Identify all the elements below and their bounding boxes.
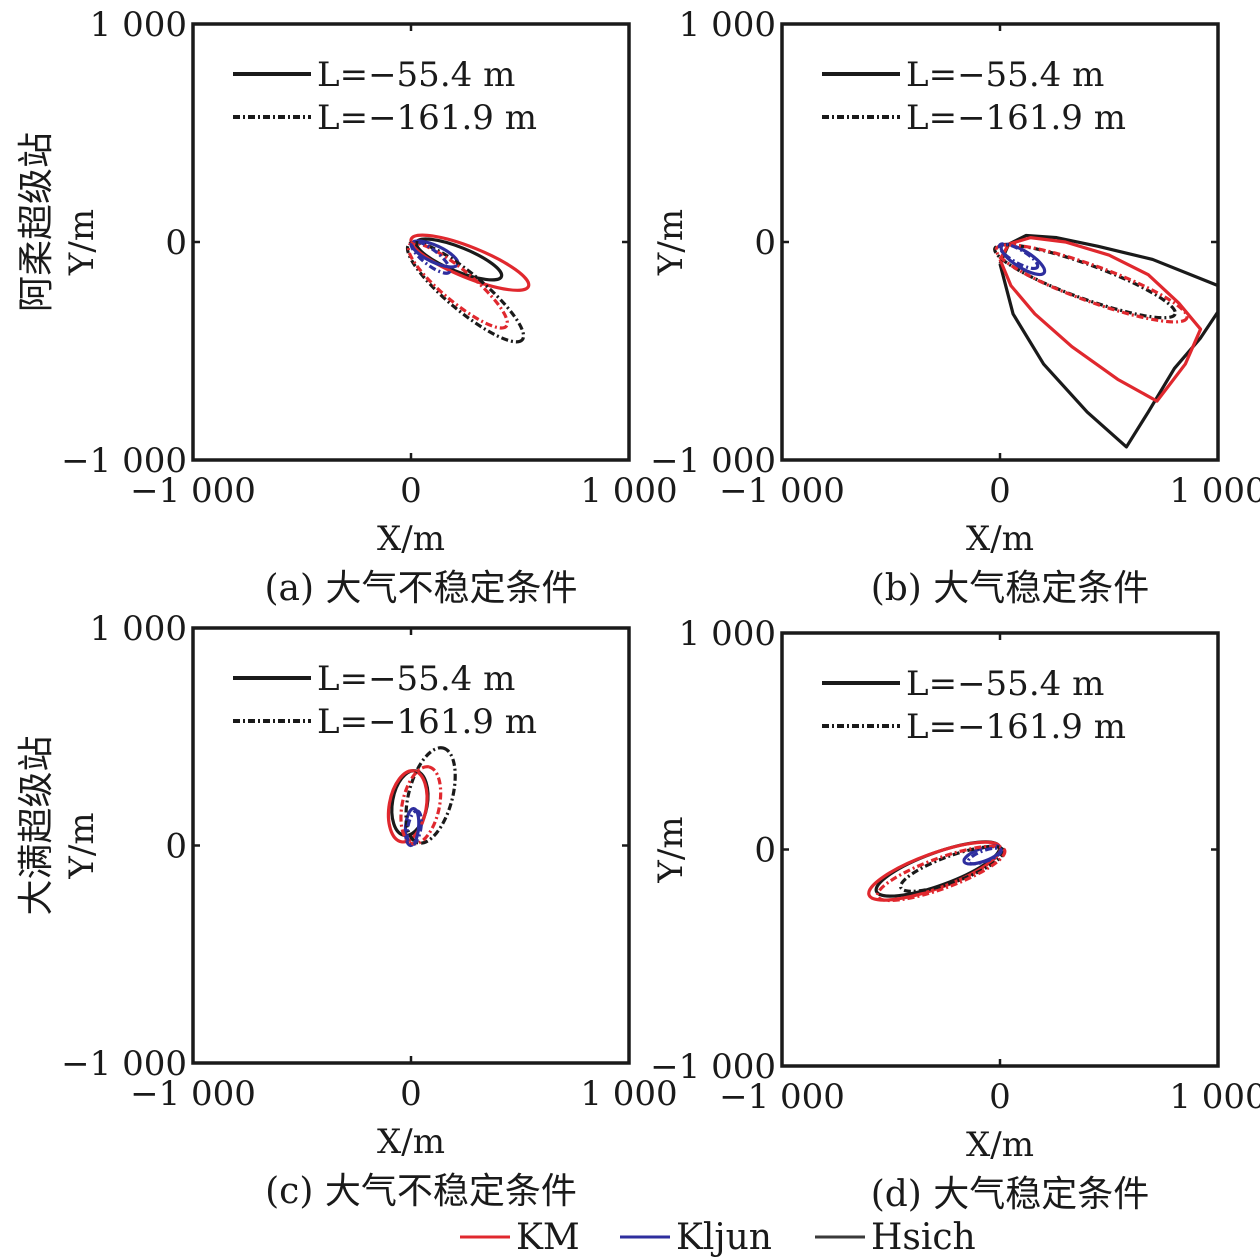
x-tick-label: 0 bbox=[989, 471, 1011, 511]
station-label: 阿柔超级站 bbox=[16, 132, 57, 312]
legend-label: L=−55.4 m bbox=[317, 659, 515, 699]
legend-label: L=−161.9 m bbox=[906, 707, 1126, 747]
panel-caption: (c) 大气不稳定条件 bbox=[265, 1171, 577, 1212]
y-tick-label: 0 bbox=[754, 831, 776, 871]
footprint-km-l161 bbox=[994, 243, 1189, 324]
y-tick-label: 1 000 bbox=[90, 5, 187, 45]
model-legend: KM Kljun Hsich bbox=[460, 1217, 976, 1258]
footprint-km-l161 bbox=[399, 765, 443, 846]
footprint-hsich-l161 bbox=[405, 240, 526, 344]
panel-caption: (a) 大气不稳定条件 bbox=[265, 568, 578, 609]
x-tick-label: 0 bbox=[400, 471, 422, 511]
y-tick-label: −1 000 bbox=[61, 441, 187, 481]
x-tick-label: −1 000 bbox=[719, 1077, 845, 1117]
footprint-km-l161 bbox=[406, 241, 509, 330]
x-axis-label: X/m bbox=[377, 519, 445, 559]
y-axis-label: Y/m bbox=[651, 209, 691, 276]
x-axis-label: X/m bbox=[966, 519, 1034, 559]
model-legend-label: KM bbox=[516, 1217, 580, 1258]
footprint-kljun-l161 bbox=[997, 242, 1040, 271]
y-tick-label: 0 bbox=[165, 223, 187, 263]
footprint-kljun-l161 bbox=[405, 809, 423, 847]
legend-label: L=−161.9 m bbox=[906, 98, 1126, 138]
footprint-hsich-l161 bbox=[404, 746, 457, 845]
x-tick-label: 1 000 bbox=[580, 471, 677, 511]
panel-b: −1 000 0 1 000 1 000 0 −1 000 X/m Y/m (b) 大气稳定条件… bbox=[650, 5, 1260, 609]
y-tick-label: −1 000 bbox=[650, 1047, 776, 1087]
footprint-hsich-l55 bbox=[998, 233, 1218, 449]
model-legend-label: Kljun bbox=[676, 1217, 772, 1258]
y-tick-label: 0 bbox=[754, 223, 776, 263]
y-axis-label: Y/m bbox=[62, 812, 102, 879]
x-tick-label: 0 bbox=[989, 1077, 1011, 1117]
y-tick-label: −1 000 bbox=[650, 441, 776, 481]
x-axis-label: X/m bbox=[377, 1122, 445, 1162]
footprint-km-l55 bbox=[409, 233, 531, 292]
x-tick-label: −1 000 bbox=[130, 1074, 256, 1114]
footprint-km-l55 bbox=[998, 236, 1203, 403]
x-tick-label: −1 000 bbox=[719, 471, 845, 511]
x-tick-label: −1 000 bbox=[130, 471, 256, 511]
panel-d: −1 000 0 1 000 1 000 0 −1 000 X/m Y/m (d) 大气稳定条件… bbox=[650, 614, 1260, 1215]
footprint-km-l55 bbox=[386, 769, 429, 844]
footprint-kljun-l161 bbox=[966, 846, 1003, 866]
y-tick-label: 0 bbox=[165, 827, 187, 867]
y-tick-label: 1 000 bbox=[679, 5, 776, 45]
y-tick-label: −1 000 bbox=[61, 1044, 187, 1084]
y-tick-label: 1 000 bbox=[90, 609, 187, 649]
legend-label: L=−161.9 m bbox=[317, 98, 537, 138]
x-axis-label: X/m bbox=[966, 1125, 1034, 1165]
footprint-km-l161 bbox=[875, 844, 1007, 903]
footprint-kljun-l161 bbox=[409, 239, 452, 275]
x-tick-label: 1 000 bbox=[1169, 471, 1260, 511]
x-tick-label: 1 000 bbox=[1169, 1077, 1260, 1117]
legend-label: L=−161.9 m bbox=[317, 702, 537, 742]
legend-label: L=−55.4 m bbox=[906, 664, 1104, 704]
panel-caption: (b) 大气稳定条件 bbox=[871, 568, 1150, 609]
y-tick-label: 1 000 bbox=[679, 614, 776, 654]
station-label: 大满超级站 bbox=[16, 735, 57, 915]
y-axis-label: Y/m bbox=[651, 816, 691, 883]
x-tick-label: 1 000 bbox=[580, 1074, 677, 1114]
x-tick-label: 0 bbox=[400, 1074, 422, 1114]
legend-label: L=−55.4 m bbox=[906, 55, 1104, 95]
y-axis-label: Y/m bbox=[62, 209, 102, 276]
model-legend-label: Hsich bbox=[871, 1217, 976, 1258]
legend-label: L=−55.4 m bbox=[317, 55, 515, 95]
panel-caption: (d) 大气稳定条件 bbox=[871, 1174, 1150, 1215]
